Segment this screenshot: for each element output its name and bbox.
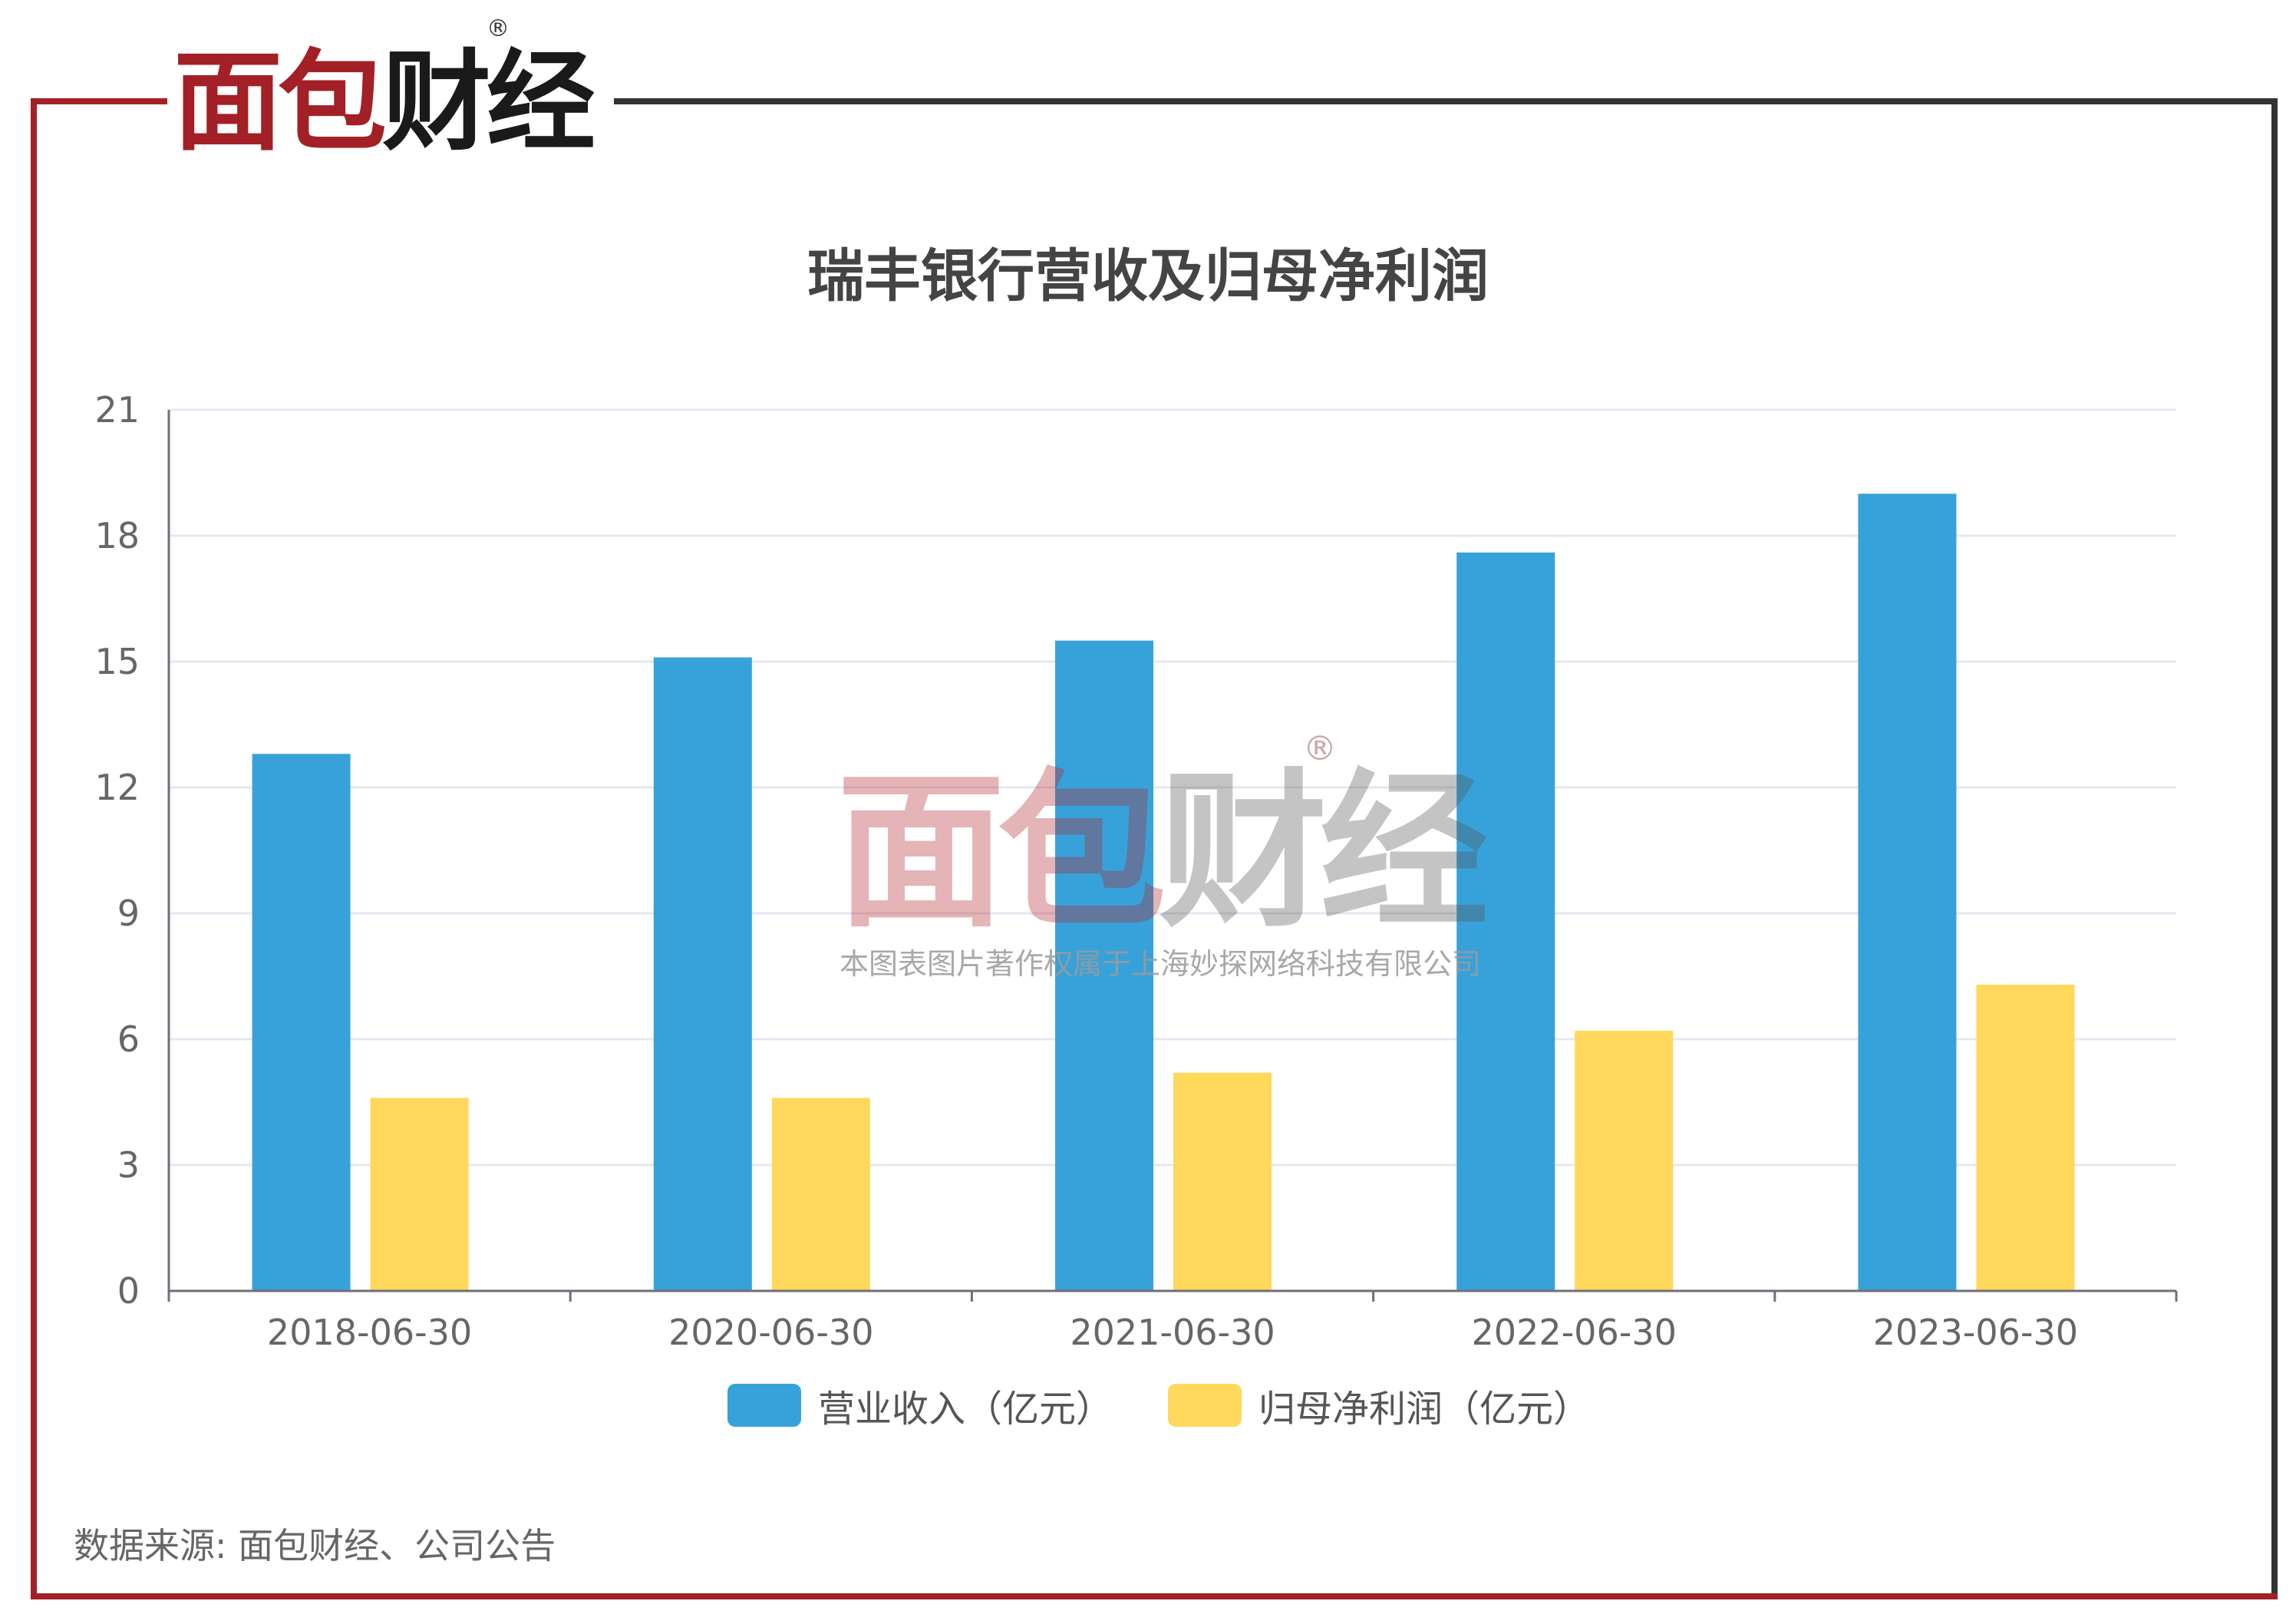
bar-net-profit: [771, 1098, 870, 1291]
brand-logo-part2: 财经: [382, 39, 595, 166]
data-source-note: 数据来源: 面包财经、公司公告: [74, 1525, 556, 1566]
legend-item-revenue[interactable]: 营业收入（亿元）: [727, 1378, 1113, 1432]
bar-net-profit: [1173, 1072, 1272, 1291]
brand-logo-text: 面包财经: [173, 39, 595, 166]
chart-legend: 营业收入（亿元） 归母净利润（亿元）: [727, 1378, 1645, 1432]
bar-revenue: [252, 754, 351, 1291]
x-tick-label: 2020-06-30: [668, 1312, 873, 1353]
bars: [252, 493, 2075, 1292]
brand-logo: 面包财经 ®: [173, 15, 611, 169]
bar-net-profit: [1976, 984, 2075, 1291]
bar-revenue: [1858, 493, 1957, 1292]
legend-item-net-profit[interactable]: 归母净利润（亿元）: [1168, 1378, 1590, 1432]
brand-logo-part1: 面包: [173, 39, 387, 166]
y-tick-label: 6: [117, 1018, 140, 1060]
y-tick-label: 9: [117, 893, 140, 934]
y-tick-label: 18: [94, 515, 140, 556]
bar-net-profit: [1575, 1031, 1674, 1291]
x-tick-label: 2022-06-30: [1472, 1312, 1677, 1353]
frame-left-line: [31, 101, 37, 1599]
chart-title: 瑞丰银行营收及归母净利润: [807, 243, 1489, 309]
bar-revenue: [653, 657, 752, 1291]
legend-swatch-net-profit: [1168, 1384, 1242, 1427]
y-tick-label: 12: [94, 767, 140, 808]
x-tick-label: 2018-06-30: [267, 1312, 472, 1353]
y-tick-label: 21: [94, 389, 140, 431]
y-tick-label: 0: [117, 1270, 140, 1312]
x-tick-label: 2021-06-30: [1070, 1312, 1275, 1353]
y-tick-label: 3: [117, 1144, 140, 1186]
axes: [167, 410, 2178, 1302]
frame-bottom-line: [31, 1593, 2278, 1599]
bar-revenue: [1055, 640, 1153, 1291]
x-tick-label: 2023-06-30: [1873, 1312, 2078, 1353]
legend-swatch-revenue: [727, 1384, 801, 1427]
legend-label-net-profit: 归母净利润（亿元）: [1259, 1388, 1591, 1431]
bar-net-profit: [370, 1098, 469, 1291]
x-axis-tick-labels: 2018-06-30 2020-06-30 2021-06-30 2022-06-30…: [267, 1312, 2078, 1353]
frame-top-right-line: [614, 98, 2278, 104]
bar-revenue: [1456, 552, 1555, 1291]
y-axis-tick-labels: 0 3 6 9 12 15 18 21: [94, 389, 140, 1312]
frame-top-left-line: [31, 98, 167, 104]
frame-right-line: [2271, 98, 2278, 1599]
grid-lines: [169, 408, 2176, 1167]
legend-label-revenue: 营业收入（亿元）: [818, 1388, 1113, 1431]
registered-mark-icon: ®: [487, 15, 510, 42]
y-tick-label: 15: [94, 641, 140, 682]
